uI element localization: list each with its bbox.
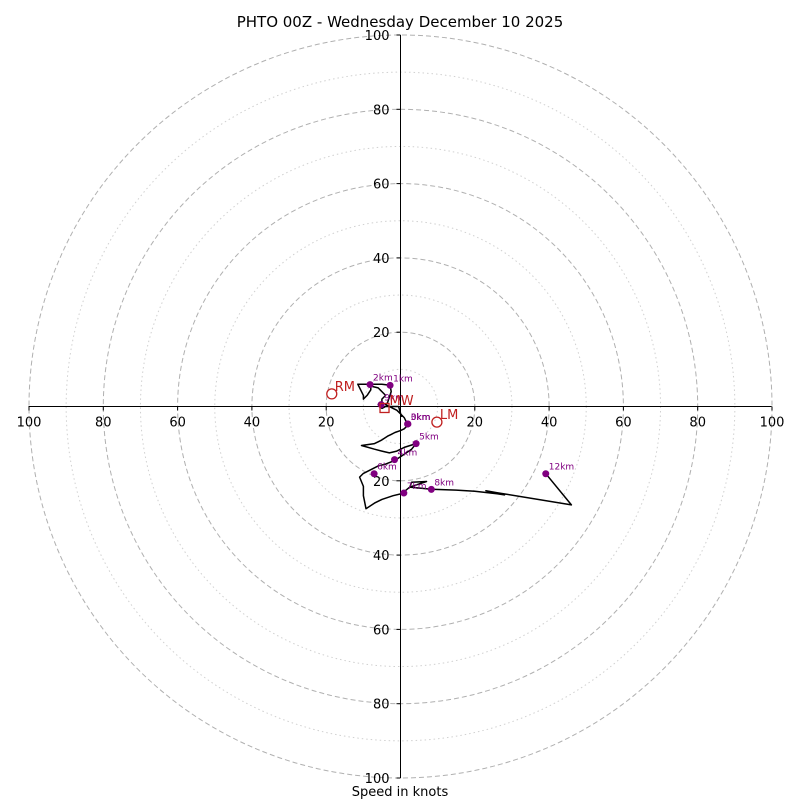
y-tick-top-1: 80 xyxy=(373,103,390,118)
hodograph-trace-line xyxy=(357,383,573,510)
height-marker-label-2km: 2km xyxy=(373,374,393,384)
height-marker-label-9km: 9km xyxy=(384,394,404,404)
y-tick-bottom-0: 20 xyxy=(373,475,390,490)
x-tick-right-3: 80 xyxy=(689,416,706,431)
x-tick-left-3: 40 xyxy=(244,416,261,431)
x-tick-left-2: 60 xyxy=(169,416,186,431)
y-tick-bottom-4: 100 xyxy=(365,772,390,787)
height-marker-label-1km: 1km xyxy=(393,374,413,384)
height-marker-dot-3km xyxy=(404,420,412,428)
motion-marker-LM xyxy=(431,416,443,428)
axes xyxy=(28,35,772,778)
x-tick-right-1: 40 xyxy=(541,416,558,431)
x-tick-right-2: 60 xyxy=(615,416,632,431)
height-marker-label-5km: 5km xyxy=(419,433,439,443)
x-tick-left-1: 80 xyxy=(95,416,112,431)
x-tick-left-4: 20 xyxy=(318,416,335,431)
y-tick-top-4: 20 xyxy=(373,326,390,341)
motion-label-RM: RM xyxy=(335,380,355,395)
chart-title: PHTO 00Z - Wednesday December 10 2025 xyxy=(237,13,564,31)
height-marker-dot-1km xyxy=(386,381,394,389)
motion-marker-RM xyxy=(326,388,338,400)
height-marker-label-7km: 7km xyxy=(407,482,427,492)
height-marker-label-12km: 12km xyxy=(549,463,574,473)
height-marker-dot-8km xyxy=(427,485,435,493)
motion-label-MW: MW xyxy=(390,394,414,409)
motion-marker-MW xyxy=(379,402,390,414)
axis-ticks: 100 80 60 40 20 20 40 60 80 100 100 80 60 40 20 20 40 60 8… xyxy=(17,29,785,787)
x-tick-right-0: 20 xyxy=(467,416,484,431)
y-tick-bottom-3: 80 xyxy=(373,698,390,713)
wind-trace xyxy=(357,383,573,510)
y-tick-bottom-2: 60 xyxy=(373,623,390,638)
height-marker-dot-7km xyxy=(400,489,408,497)
x-tick-right-4: 100 xyxy=(760,416,785,431)
motion-label-LM: LM xyxy=(440,408,458,423)
height-marker-dot-4km xyxy=(391,456,399,464)
height-marker-dot-6km xyxy=(370,470,378,478)
storm-motion-markers: RM LM MW xyxy=(326,380,458,428)
height-marker-dot-12km xyxy=(542,470,550,478)
height-marker-label-6km: 6km xyxy=(377,463,397,473)
height-marker-label-3km: 3km xyxy=(411,413,431,423)
height-marker-label-8km: 8km xyxy=(434,478,454,488)
y-tick-top-0: 100 xyxy=(365,29,390,44)
height-marker-dot-5km xyxy=(412,440,420,448)
y-tick-top-2: 60 xyxy=(373,178,390,193)
x-axis-label: Speed in knots xyxy=(352,785,449,800)
height-marker-dot-2km xyxy=(366,381,374,389)
height-marker-label-0km: 0km xyxy=(411,413,431,423)
height-marker-label-4km: 4km xyxy=(398,449,418,459)
y-tick-top-3: 40 xyxy=(373,252,390,267)
y-tick-bottom-1: 40 xyxy=(373,549,390,564)
x-tick-left-0: 100 xyxy=(17,416,42,431)
